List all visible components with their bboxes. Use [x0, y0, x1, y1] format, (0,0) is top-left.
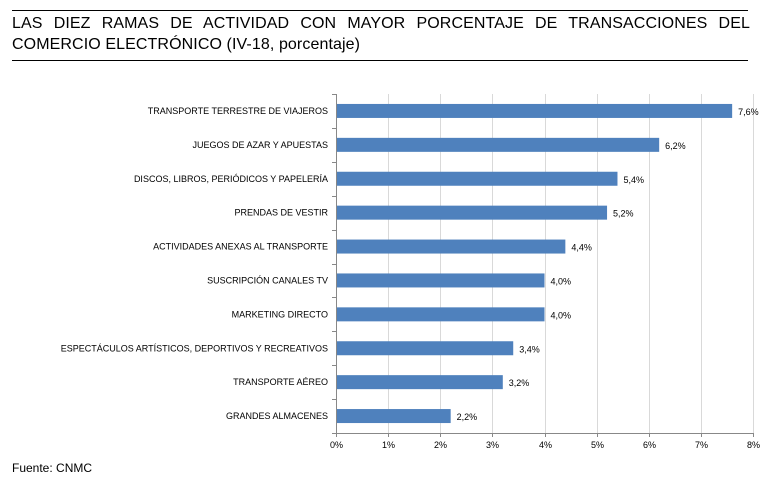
category-label: TRANSPORTE TERRESTRE DE VIAJEROS: [148, 106, 328, 116]
x-tick-label: 1%: [382, 440, 395, 450]
value-label: 3,2%: [509, 378, 530, 388]
x-tick-label: 0%: [330, 440, 343, 450]
labels: 0% 1% 2% 3% 4% 5% 6% 7% 8% TRANSPORTE TERRESTRE D…: [61, 106, 760, 450]
bar: [337, 137, 660, 152]
value-label: 5,4%: [623, 175, 644, 185]
category-label: ACTIVIDADES ANEXAS AL TRANSPORTE: [153, 242, 328, 252]
category-label: TRANSPORTE AÉREO: [233, 377, 328, 387]
title-rule-bottom: [12, 60, 748, 61]
x-tick-label: 4%: [539, 440, 552, 450]
x-tick-label: 3%: [486, 440, 499, 450]
value-label: 5,2%: [613, 209, 634, 219]
value-label: 6,2%: [665, 141, 686, 151]
x-tick-label: 2%: [434, 440, 447, 450]
x-tick-label: 7%: [695, 440, 708, 450]
bar: [337, 409, 451, 424]
value-label: 4,0%: [551, 276, 572, 286]
title-rule-top: [12, 10, 748, 11]
value-label: 3,4%: [519, 344, 540, 354]
bar: [337, 205, 608, 220]
category-label: SUSCRIPCIÓN CANALES TV: [207, 275, 328, 285]
value-label: 4,0%: [551, 310, 572, 320]
source-note: Fuente: CNMC: [12, 461, 93, 475]
chart-title: LAS DIEZ RAMAS DE ACTIVIDAD CON MAYOR PO…: [12, 15, 750, 53]
value-label: 7,6%: [738, 107, 759, 117]
category-label: ESPECTÁCULOS ARTÍSTICOS, DEPORTIVOS Y RE…: [61, 343, 328, 353]
category-label: PRENDAS DE VESTIR: [234, 208, 328, 218]
bars: [337, 103, 733, 424]
bar: [337, 375, 503, 390]
category-label: MARKETING DIRECTO: [232, 309, 328, 319]
bar: [337, 239, 566, 254]
value-label: 4,4%: [571, 243, 592, 253]
x-tick-label: 6%: [643, 440, 656, 450]
x-tick-label: 8%: [747, 440, 760, 450]
bar: [337, 273, 545, 288]
bar: [337, 103, 733, 118]
bar: [337, 307, 545, 322]
category-label: JUEGOS DE AZAR Y APUESTAS: [192, 140, 328, 150]
axes: [332, 94, 754, 437]
category-label: DISCOS, LIBROS, PERIÓDICOS Y PAPELERÍA: [134, 174, 328, 184]
bar: [337, 171, 618, 186]
category-label: GRANDES ALMACENES: [226, 411, 328, 421]
value-label: 2,2%: [457, 412, 478, 422]
x-tick-label: 5%: [591, 440, 604, 450]
bar: [337, 341, 514, 356]
